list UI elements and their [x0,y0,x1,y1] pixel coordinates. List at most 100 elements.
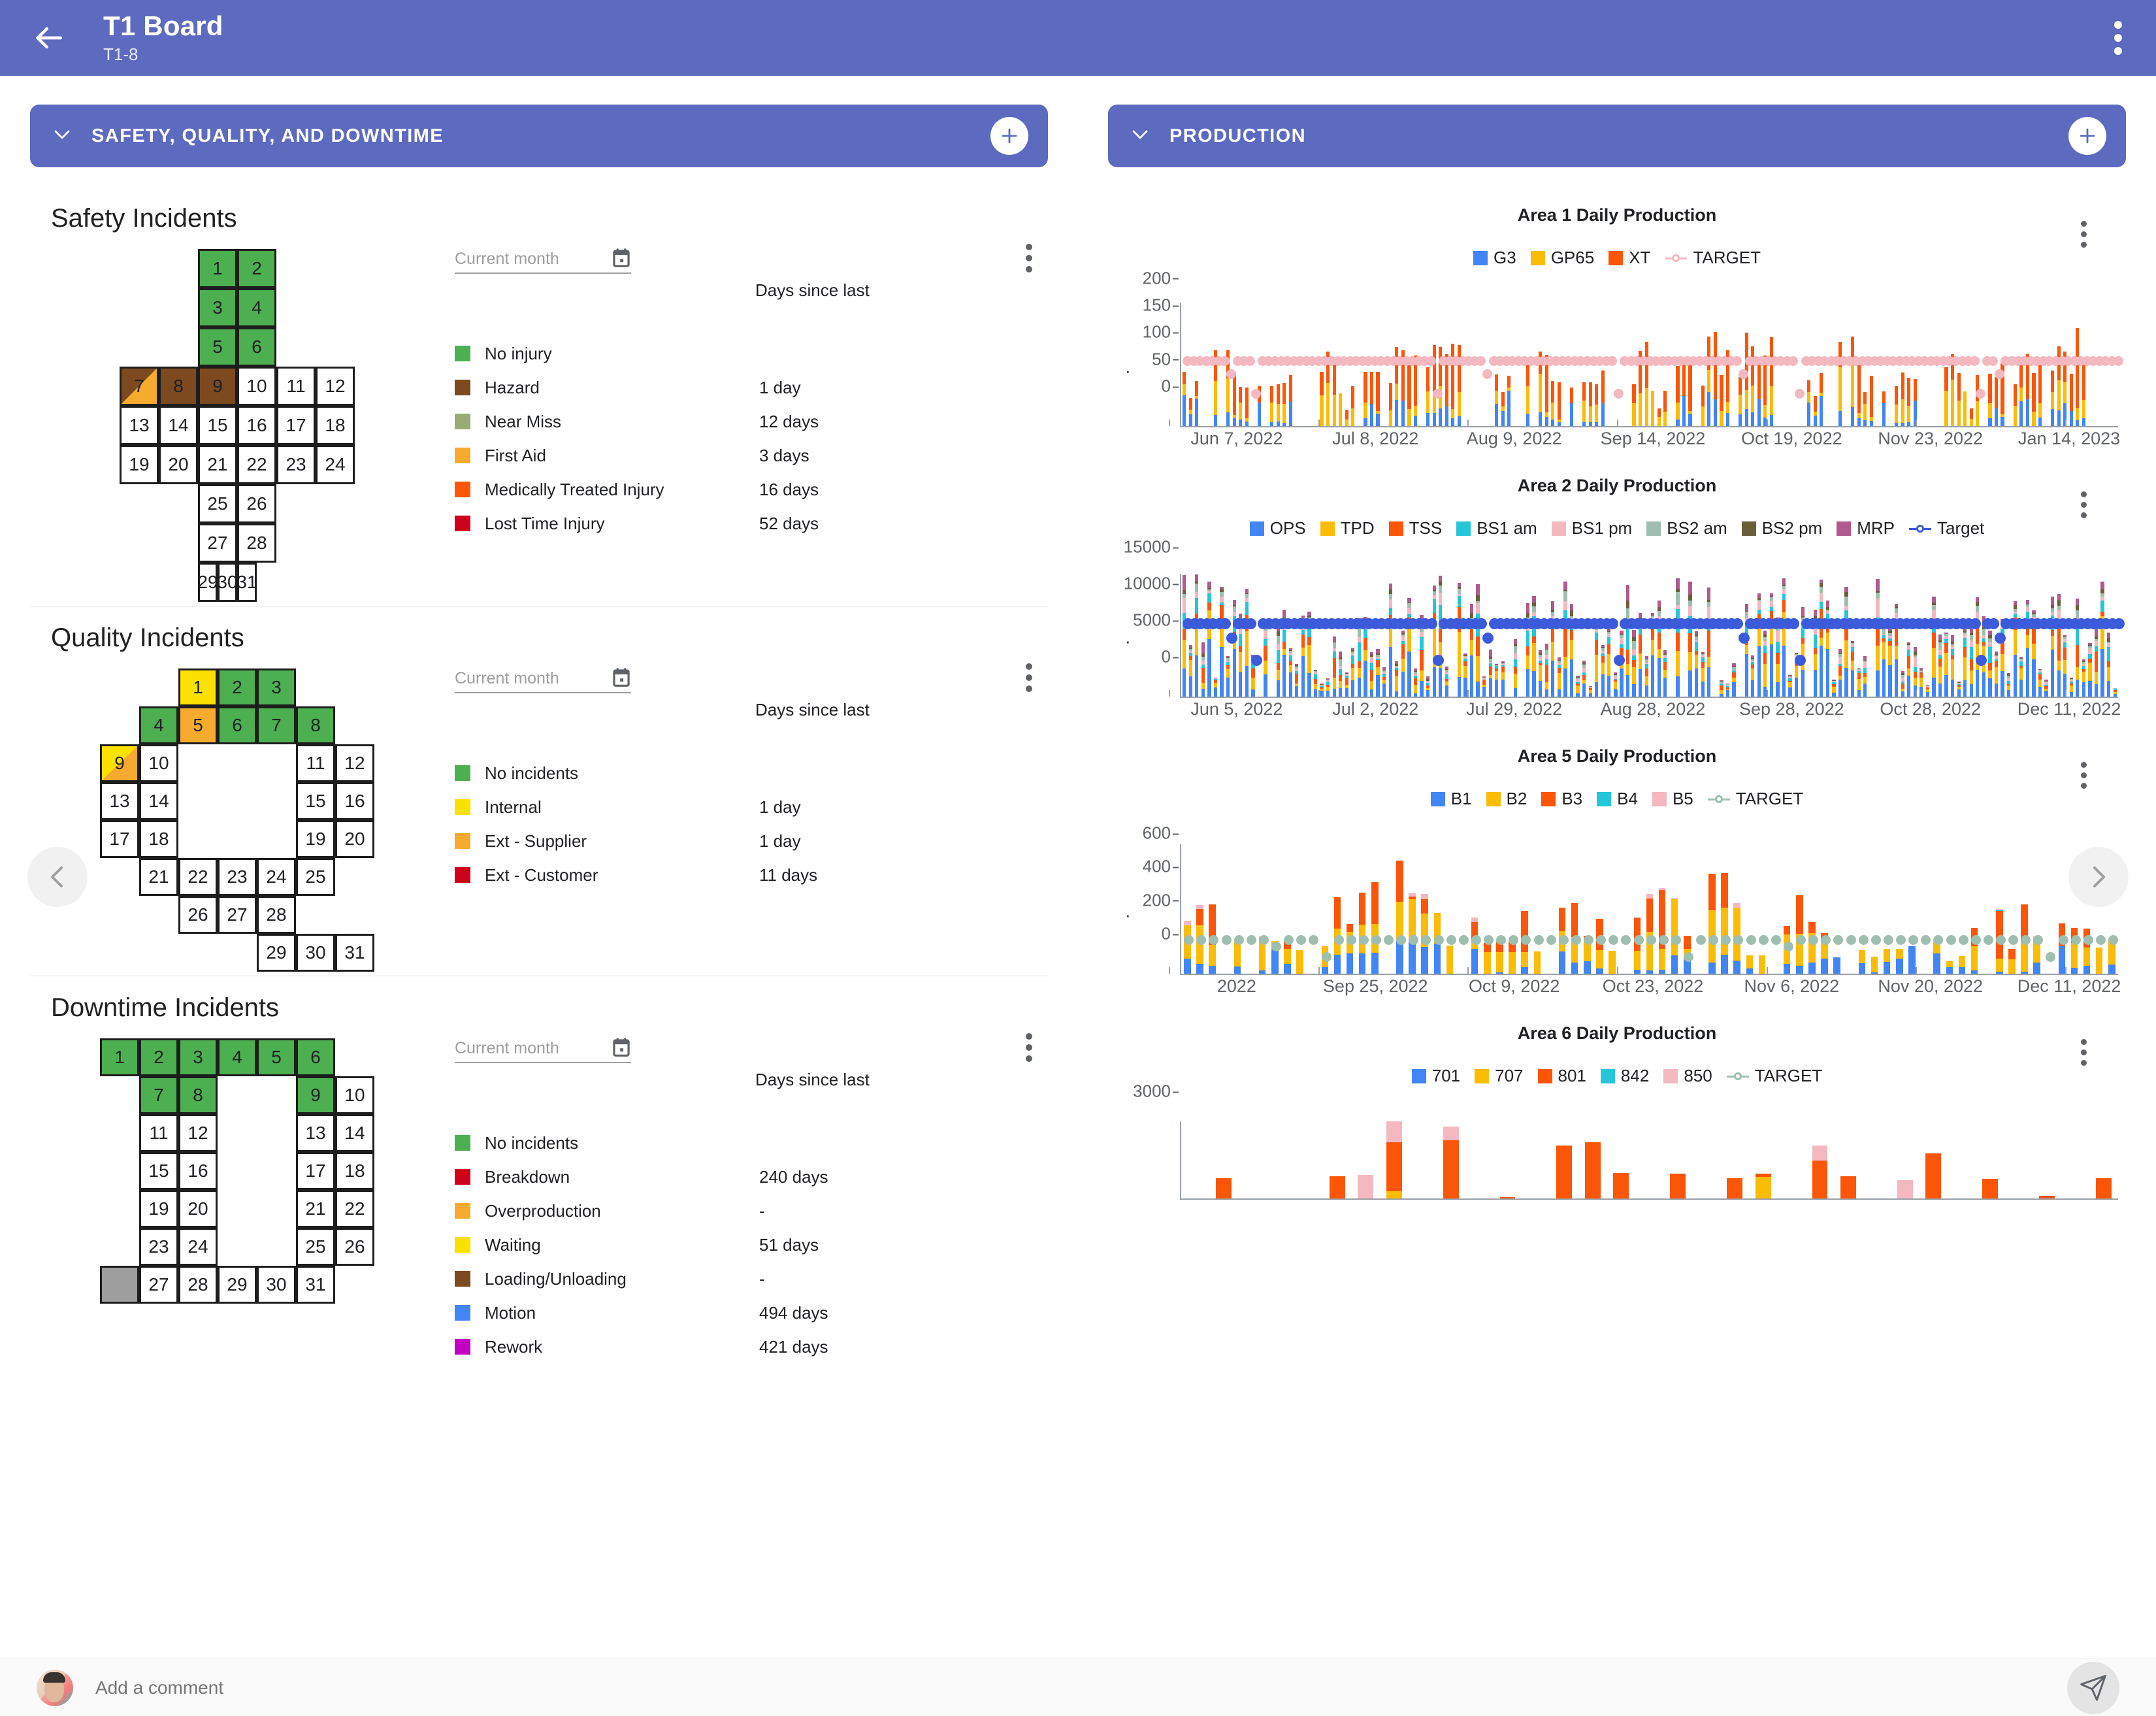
chart-legend-item[interactable]: B2 [1486,789,1527,809]
chart-legend-item[interactable]: TSS [1388,518,1442,538]
calendar-day-cell[interactable]: 16 [237,406,276,445]
quality-month-picker[interactable]: Current month [455,665,631,693]
calendar-day-cell[interactable]: 3 [178,1038,218,1076]
app-bar-more-vert-icon[interactable] [2112,21,2125,55]
calendar-day-cell[interactable]: 5 [198,327,237,367]
chart-legend-item[interactable]: 842 [1600,1066,1649,1086]
calendar-day-cell[interactable]: 6 [296,1038,335,1076]
chart-legend-item[interactable]: BS1 am [1456,518,1537,538]
calendar-day-cell[interactable]: 4 [237,288,276,327]
next-page-button[interactable] [2068,847,2129,907]
chevron-down-icon[interactable] [1130,129,1150,144]
calendar-day-cell[interactable]: 24 [257,858,296,896]
calendar-day-cell[interactable]: 11 [296,744,335,782]
prev-page-button[interactable] [27,847,88,907]
calendar-day-cell[interactable]: 24 [316,445,355,484]
calendar-day-cell[interactable]: 8 [296,706,335,744]
calendar-day-cell[interactable]: 25 [198,484,237,523]
calendar-day-cell[interactable]: 30 [296,934,335,972]
chart-legend-item[interactable]: 707 [1475,1066,1524,1086]
calendar-day-cell[interactable]: 7 [257,706,296,744]
calendar-day-cell[interactable]: 27 [218,896,257,934]
calendar-day-cell[interactable]: 15 [296,782,335,820]
calendar-day-cell[interactable]: 12 [178,1114,218,1152]
calendar-day-cell[interactable]: 30 [257,1266,296,1304]
chart-legend-item[interactable]: G3 [1473,248,1516,268]
calendar-day-cell[interactable]: 19 [296,820,335,858]
calendar-day-cell[interactable]: 29 [218,1266,257,1304]
chart-legend-target-item[interactable]: Target [1909,518,1984,538]
calendar-day-cell[interactable]: 2 [218,668,257,706]
calendar-day-cell[interactable]: 17 [276,406,316,445]
calendar-day-cell[interactable]: 7 [120,367,159,406]
calendar-day-cell[interactable]: 31 [237,563,257,602]
quality-widget-more-vert-icon[interactable] [1023,663,1035,692]
calendar-day-cell[interactable]: 20 [335,820,374,858]
calendar-day-cell[interactable]: 4 [139,706,178,744]
downtime-calendar[interactable]: 1 2 3 4 5 6 7 8 9 10 11 12 13 14 15 16 17 18 19 20 21 22 23 24 2… [100,1038,378,1308]
calendar-icon[interactable] [612,248,631,269]
chart-legend-item[interactable]: 850 [1663,1066,1712,1086]
calendar-day-cell[interactable]: 10 [139,744,178,782]
calendar-day-cell[interactable]: 8 [178,1076,218,1114]
chart-legend-item[interactable]: 701 [1411,1066,1460,1086]
calendar-day-cell[interactable]: 31 [335,934,374,972]
calendar-day-cell[interactable]: 3 [257,668,296,706]
chart-legend-item[interactable]: BS2 pm [1741,518,1822,538]
calendar-day-cell[interactable]: 26 [178,896,218,934]
chart-legend-target-item[interactable]: TARGET [1665,248,1761,268]
calendar-day-cell[interactable]: 14 [139,782,178,820]
calendar-day-cell[interactable]: 18 [335,1152,374,1190]
calendar-day-cell[interactable]: 13 [296,1114,335,1152]
chart-more-vert-icon[interactable] [2078,491,2089,518]
calendar-day-cell[interactable]: 9 [296,1076,335,1114]
calendar-day-cell[interactable]: 23 [218,858,257,896]
calendar-day-cell[interactable]: 5 [257,1038,296,1076]
calendar-day-cell[interactable]: 21 [139,858,178,896]
calendar-day-cell[interactable]: 29 [198,563,218,602]
calendar-day-cell[interactable]: 23 [139,1228,178,1266]
chart-legend-item[interactable]: TPD [1320,518,1375,538]
calendar-day-cell[interactable]: 12 [316,367,355,406]
safety-calendar[interactable]: 1 2 3 4 5 6 7 8 9 10 11 12 13 14 15 16 17 18 19 20 21 22 23 24 2… [120,249,359,606]
quality-calendar[interactable]: 1 2 3 4 5 6 7 8 9 10 11 12 13 14 15 16 17 18 19 20 21 22 23 24 2… [100,668,378,976]
chart-more-vert-icon[interactable] [2078,1039,2089,1066]
calendar-day-cell[interactable]: 1 [100,1038,139,1076]
calendar-day-cell[interactable]: 26 [335,1228,374,1266]
calendar-day-cell[interactable]: 2 [237,249,276,288]
chart-legend-item[interactable]: B3 [1541,789,1582,809]
chevron-down-icon[interactable] [52,129,72,144]
safety-widget-more-vert-icon[interactable] [1023,244,1035,272]
calendar-day-cell[interactable]: 16 [335,782,374,820]
calendar-day-cell[interactable]: 23 [276,445,316,484]
calendar-day-cell[interactable]: 3 [198,288,237,327]
calendar-icon[interactable] [612,1037,631,1058]
chart-legend-item[interactable]: XT [1609,248,1650,268]
calendar-day-cell[interactable]: 10 [237,367,276,406]
calendar-day-cell[interactable]: 12 [335,744,374,782]
send-comment-button[interactable] [2067,1661,2119,1714]
chart-legend-item[interactable]: BS1 pm [1551,518,1632,538]
calendar-day-cell[interactable]: 25 [296,1228,335,1266]
calendar-day-cell[interactable]: 19 [139,1190,178,1228]
calendar-day-cell[interactable]: 8 [159,367,198,406]
section-header-safety-quality-downtime[interactable]: SAFETY, QUALITY, AND DOWNTIME [30,105,1048,167]
calendar-day-cell[interactable]: 4 [218,1038,257,1076]
downtime-widget-more-vert-icon[interactable] [1023,1033,1035,1062]
calendar-day-cell[interactable]: 2 [139,1038,178,1076]
calendar-day-cell[interactable]: 7 [139,1076,178,1114]
calendar-day-cell[interactable]: 18 [316,406,355,445]
calendar-day-cell[interactable]: 28 [178,1266,218,1304]
calendar-day-cell[interactable]: 20 [159,445,198,484]
calendar-day-cell[interactable]: 28 [237,523,276,563]
calendar-day-cell[interactable]: 18 [139,820,178,858]
calendar-day-cell[interactable]: 20 [178,1190,218,1228]
calendar-day-cell[interactable]: 29 [257,934,296,972]
calendar-icon[interactable] [612,667,631,688]
calendar-day-cell[interactable] [100,1266,139,1304]
chart-legend-item[interactable]: B5 [1652,789,1693,809]
calendar-day-cell[interactable]: 6 [218,706,257,744]
downtime-month-picker[interactable]: Current month [455,1034,631,1063]
calendar-day-cell[interactable]: 24 [178,1228,218,1266]
calendar-day-cell[interactable]: 27 [139,1266,178,1304]
